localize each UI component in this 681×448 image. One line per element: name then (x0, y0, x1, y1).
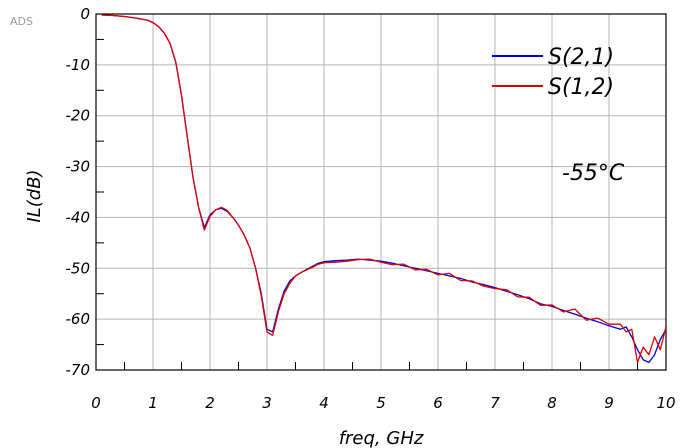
x-tick-label-1: 1 (148, 394, 158, 412)
legend: S(2,1) S(1,2) (492, 45, 614, 100)
x-tick-label-10: 10 (656, 394, 675, 412)
x-tick-label-6: 6 (433, 394, 443, 412)
y-tick-label-2: -20 (66, 107, 91, 125)
x-tick-label-5: 5 (376, 394, 386, 412)
y-tick-label-0: 0 (80, 5, 90, 23)
y-tick-label-4: -40 (66, 208, 91, 226)
watermark: ADS (10, 15, 33, 28)
series-line-S(1,2) (101, 14, 667, 364)
y-tick-label-7: -70 (66, 361, 91, 379)
y-tick-labels: 0 -10 -20 -30 -40 -50 -60 -70 (66, 5, 91, 379)
x-tick-label-9: 9 (604, 394, 614, 412)
x-tick-labels: 0 1 2 3 4 5 6 7 8 9 10 (91, 394, 675, 412)
y-axis-title: IL(dB) (24, 169, 45, 222)
x-tick-label-4: 4 (319, 394, 329, 412)
y-tick-label-3: -30 (66, 158, 91, 176)
y-tick-label-1: -10 (66, 56, 91, 74)
legend-label-S(1,2): S(1,2) (548, 75, 614, 100)
temperature-annotation: -55°C (562, 161, 625, 186)
y-tick-label-5: -50 (66, 259, 91, 277)
x-tick-label-8: 8 (547, 394, 557, 412)
x-tick-label-2: 2 (205, 394, 215, 412)
x-tick-label-0: 0 (91, 394, 101, 412)
series-group (101, 14, 667, 364)
x-axis-title: freq, GHz (339, 428, 424, 448)
y-tick-label-6: -60 (66, 310, 91, 328)
x-tick-label-3: 3 (262, 394, 272, 412)
x-tick-label-7: 7 (490, 394, 500, 412)
minor-ticks (96, 38, 638, 370)
legend-label-S(2,1): S(2,1) (548, 45, 614, 70)
